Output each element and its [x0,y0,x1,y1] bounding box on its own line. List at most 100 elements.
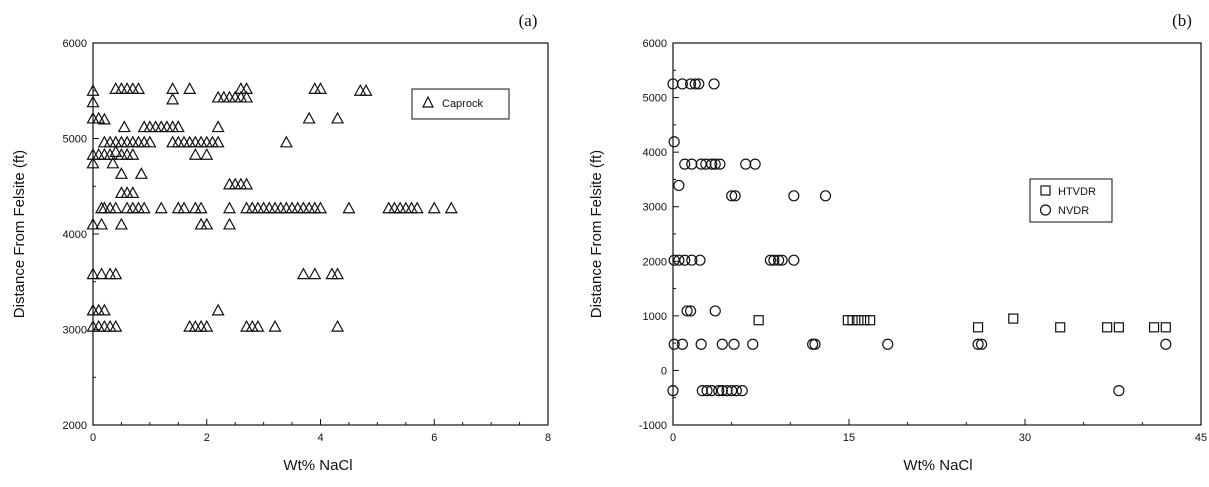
caprock-point [211,90,225,103]
nvdr-point [809,338,821,350]
caprock-point [382,201,396,214]
caprock-point [97,135,111,148]
legend-nvdr-label: NVDR [1058,205,1089,217]
panel-a-x-axis-title: Wt% NaCl [283,457,352,474]
nvdr-point [668,338,680,350]
caprock-point [103,147,117,160]
htvdr-point [1148,322,1160,333]
caprock-point [353,84,367,96]
caprock-point [205,135,219,148]
htvdr-point [1055,322,1066,333]
panel-b-points [667,78,1172,397]
nvdr-point [768,254,780,266]
nvdr-point [975,338,988,350]
caprock-point [97,319,111,332]
caprock-point [183,135,197,148]
caprock-point [131,135,146,148]
nvdr-point [788,254,800,266]
nvdr-point [667,385,679,397]
caprock-point [143,135,157,148]
panel-b-y-tick-label: -1000 [639,420,667,432]
caprock-point [114,135,128,148]
panel-a-x-tick-label: 6 [431,432,437,444]
caprock-point [331,111,345,124]
caprock-point [240,177,254,190]
caprock-point [200,217,214,230]
caprock-point [171,120,185,133]
caprock-point [117,120,131,133]
nvdr-point [740,158,752,170]
caprock-point [399,201,413,214]
nvdr-point [807,338,819,350]
panel-a-y-tick-label: 4000 [63,229,87,241]
panel-b-x-tick-label: 0 [670,432,676,444]
caprock-point [296,267,310,280]
caprock-point [251,319,265,332]
caprock-point [97,112,111,125]
nvdr-point [819,190,832,202]
caprock-point [126,147,140,160]
nvdr-point [716,338,728,350]
panel-b-plot-area [672,42,1202,426]
caprock-point [274,201,288,214]
caprock-point [120,82,134,94]
htvdr-point [847,315,858,326]
caprock-point [427,201,441,214]
caprock-point [296,201,310,214]
caprock-point [245,319,259,332]
caprock-point [200,147,214,160]
caprock-point [188,135,202,148]
caprock-point [114,217,128,230]
panel-a-legend: Caprock [411,88,510,120]
caprock-point [194,319,208,332]
caprock-point [313,201,328,214]
nvdr-point [679,254,691,266]
panel-a-label: (a) [519,11,538,30]
caprock-point [234,177,248,190]
caprock-point [240,201,254,214]
caprock-point [131,82,146,94]
caprock-point [211,303,225,316]
panel-a-y-tick-label: 2000 [63,420,87,432]
caprock-point [308,201,322,214]
panel-a-x-tick-label: 0 [90,432,96,444]
caprock-point [171,135,185,148]
caprock-point [97,303,111,316]
caprock-point [109,267,123,280]
caprock-point [188,319,202,332]
caprock-point [154,201,168,214]
panel-b-legend: HTVDR NVDR [1029,178,1113,223]
nvdr-point [700,158,712,170]
caprock-point [331,319,345,332]
caprock-point [183,82,197,94]
caprock-point [211,135,225,148]
caprock-point [120,201,134,214]
nvdr-point [729,190,741,202]
caprock-point [154,120,168,133]
nvdr-point [708,78,720,90]
nvdr-point [686,158,698,170]
htvdr-point [865,315,876,326]
caprock-point [86,267,100,280]
htvdr-point [853,315,864,326]
caprock-point [245,201,259,214]
caprock-point [200,135,214,148]
caprock-point [313,82,328,94]
nvdr-point [668,136,680,148]
nvdr-point [684,305,697,317]
legend-htvdr-label: HTVDR [1058,186,1096,198]
caprock-point [86,217,100,230]
caprock-point [291,201,305,214]
panel-b-x-tick-label: 45 [1195,432,1207,444]
caprock-point [92,111,106,124]
caprock-point [217,90,231,103]
caprock-point [166,135,180,148]
panel-b-x-tick-label: 30 [1019,432,1031,444]
nvdr-point [701,385,713,397]
nvdr-point [693,78,705,90]
nvdr-point [696,385,708,397]
nvdr-point [689,78,701,90]
panel-b-y-tick-label: 4000 [643,147,667,159]
nvdr-point [684,78,697,90]
